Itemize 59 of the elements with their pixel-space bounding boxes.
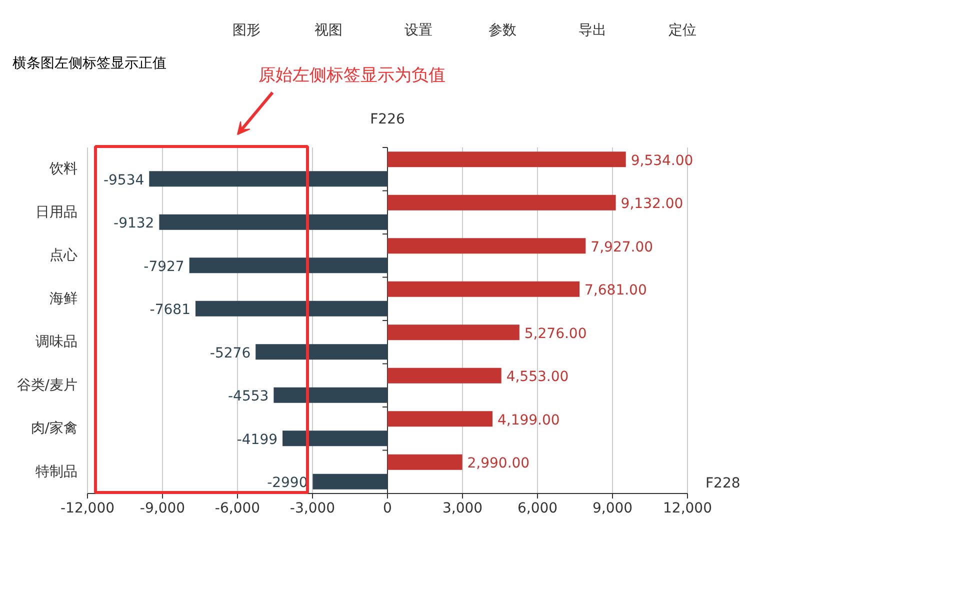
bar	[256, 344, 388, 360]
y-tick-label: 谷类/麦片	[16, 377, 78, 394]
data-label: -5276	[210, 345, 251, 362]
data-label: 7,927.00	[590, 239, 654, 256]
text: 参数	[488, 22, 516, 38]
bar	[189, 258, 388, 274]
x-tick-label: 6,000	[517, 500, 558, 516]
data-label: 2,990.00	[467, 456, 530, 472]
bar	[388, 194, 616, 210]
data-label: 7,681.00	[584, 282, 647, 299]
data-label: -9132	[114, 216, 154, 232]
x-tick-label: -12,000	[60, 500, 115, 516]
data-label: 9,132.00	[620, 196, 684, 212]
y-axis-title: F226	[370, 112, 405, 128]
x-axis-title: F228	[706, 476, 740, 492]
y-tick-label: 特制品	[36, 464, 78, 480]
y-tick-label: 海鲜	[50, 290, 78, 307]
y-tick-label: 日用品	[36, 204, 78, 220]
bar	[195, 300, 388, 316]
text: 设置	[404, 22, 432, 38]
bar	[274, 387, 388, 403]
y-tick-label: 点心	[50, 248, 78, 264]
text: 导出	[578, 22, 606, 38]
bar	[388, 152, 626, 168]
data-label: 5,276.00	[524, 326, 587, 342]
data-label: -2990	[267, 475, 308, 492]
x-tick-label: -3,000	[290, 500, 336, 516]
data-label: -7927	[144, 258, 184, 275]
x-tick-label: 12,000	[663, 500, 712, 516]
y-tick-label: 饮料	[48, 161, 78, 178]
bar	[388, 281, 580, 297]
x-tick-label: 3,000	[442, 500, 483, 516]
x-tick-label: -6,000	[214, 500, 260, 516]
chart-title: 横条图左侧标签显示正值	[12, 56, 166, 72]
data-label: -4553	[228, 388, 269, 405]
bar	[149, 171, 388, 187]
data-label: -7681	[150, 302, 190, 318]
text: 图形	[232, 22, 260, 38]
bar	[388, 324, 520, 340]
text: 定位	[668, 22, 696, 38]
bar	[388, 411, 492, 427]
bar	[388, 454, 462, 470]
bar	[282, 430, 388, 446]
bar	[159, 214, 388, 230]
data-label: -4199	[236, 432, 278, 448]
x-tick-label: 0	[383, 500, 392, 516]
text: 原始左侧标签显示为负值	[258, 66, 446, 86]
y-tick-label: 肉/家禽	[30, 420, 78, 437]
bar	[312, 474, 388, 490]
x-tick-label: 9,000	[592, 500, 633, 516]
data-label: 4,199.00	[497, 412, 560, 428]
data-label: 4,553.00	[506, 369, 569, 386]
text: 视图	[314, 22, 342, 38]
data-label: -9534	[103, 172, 144, 188]
data-label: 9,534.00	[630, 152, 694, 169]
y-tick-label: 调味品	[36, 334, 78, 350]
x-tick-label: -9,000	[140, 500, 186, 516]
bar	[388, 368, 502, 384]
bar	[388, 238, 586, 254]
